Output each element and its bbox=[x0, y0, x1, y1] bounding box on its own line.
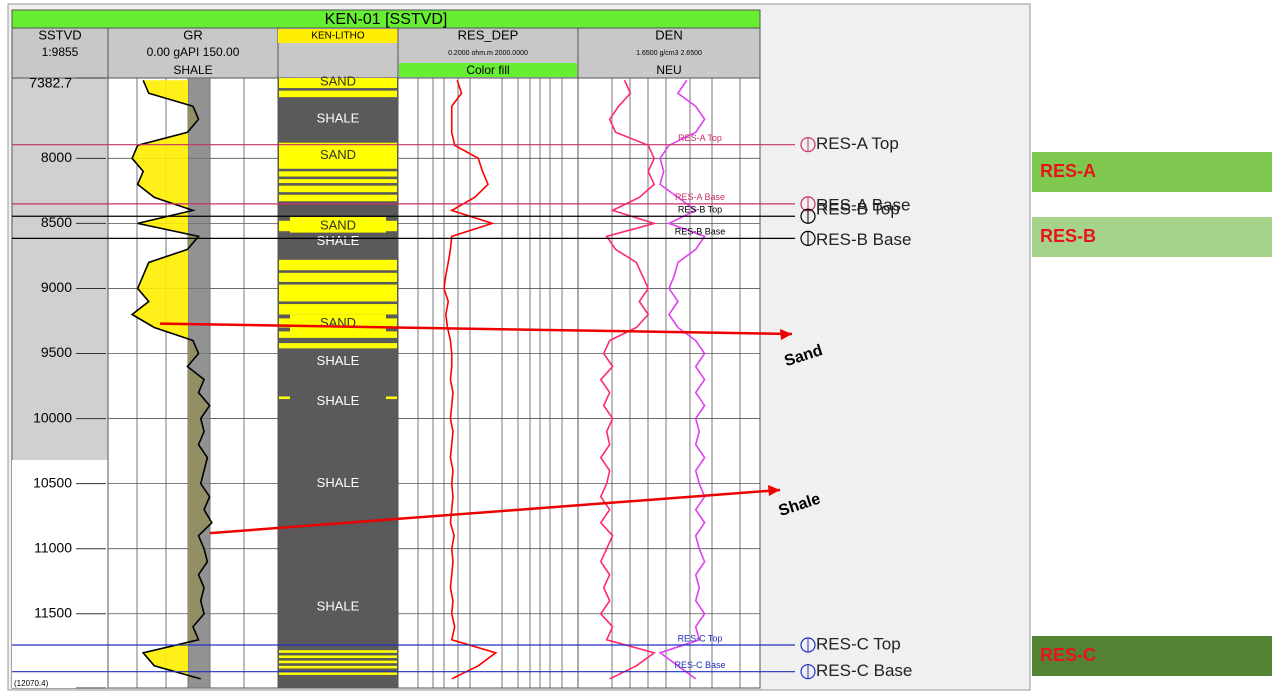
marker-label: RES-B Base bbox=[816, 230, 911, 249]
litho-label-bg bbox=[290, 78, 386, 88]
sand-interval bbox=[279, 650, 397, 653]
marker-label: RES-A Top bbox=[816, 134, 899, 153]
sand-interval bbox=[279, 284, 397, 302]
marker-track-label: RES-B Base bbox=[675, 227, 726, 237]
track-scale: 1:9855 bbox=[42, 45, 79, 59]
shale-band bbox=[188, 78, 210, 688]
zone-label: RES-C bbox=[1040, 645, 1096, 665]
sand-interval bbox=[279, 90, 397, 98]
header-cell bbox=[11, 27, 109, 79]
litho-label: SHALE bbox=[317, 599, 360, 614]
marker-track-label: RES-A Top bbox=[678, 133, 722, 143]
sand-interval bbox=[279, 655, 397, 659]
litho-label-bg bbox=[290, 352, 386, 371]
marker-track-label: RES-A Base bbox=[675, 192, 725, 202]
annotation-arrow bbox=[209, 488, 781, 535]
y-tick-label: 11000 bbox=[34, 539, 72, 555]
sand-interval bbox=[279, 185, 397, 193]
zone-box bbox=[1032, 217, 1272, 257]
litho-label: SHALE bbox=[317, 233, 360, 248]
sand-interval bbox=[279, 194, 397, 202]
marker-label: RES-B Top bbox=[816, 200, 900, 219]
zone-box bbox=[1032, 636, 1272, 676]
track-fill-label: SHALE bbox=[173, 63, 212, 77]
litho-label-bg bbox=[290, 146, 386, 165]
marker-track-label: RES-C Top bbox=[678, 633, 723, 643]
litho-label-bg bbox=[290, 216, 386, 235]
title: KEN-01 [SSTVD] bbox=[325, 11, 448, 28]
litho-label-bg bbox=[290, 598, 386, 617]
curve bbox=[130, 79, 213, 680]
sand-interval bbox=[279, 259, 397, 271]
header-name-bg bbox=[278, 29, 398, 43]
sand-interval bbox=[279, 660, 397, 664]
sand-interval bbox=[279, 179, 397, 184]
sand-interval bbox=[279, 272, 397, 282]
litho-label: SAND bbox=[320, 147, 356, 162]
track-fill-label: NEU bbox=[656, 63, 681, 77]
litho-label: SHALE bbox=[317, 111, 360, 126]
y-tick-label: 9500 bbox=[41, 344, 72, 360]
sand-interval bbox=[279, 672, 397, 675]
y-tick-label: 10000 bbox=[33, 409, 72, 425]
fill-bg bbox=[399, 63, 577, 77]
marker-label: RES-A Base bbox=[816, 195, 911, 214]
sand-interval bbox=[279, 171, 397, 177]
sand-interval bbox=[279, 665, 397, 669]
marker-track-label: RES-C Base bbox=[674, 660, 725, 670]
track-bg bbox=[577, 77, 761, 689]
y-tick-label: 7382.7 bbox=[29, 75, 72, 91]
y-tick-label: 10500 bbox=[33, 474, 72, 490]
litho-label: SAND bbox=[320, 217, 356, 232]
track-scale: 0.00 gAPI 150.00 bbox=[147, 45, 240, 59]
annotation-arrow bbox=[159, 322, 793, 336]
litho-label: SHALE bbox=[317, 353, 360, 368]
arrow-head bbox=[780, 329, 792, 340]
track-name: KEN-LITHO bbox=[311, 31, 365, 42]
track-name: SSTVD bbox=[38, 27, 81, 42]
track-fill-label: Color fill bbox=[466, 63, 509, 77]
y-tick-label: 11500 bbox=[34, 604, 72, 620]
litho-label-bg bbox=[290, 110, 386, 129]
sand-interval bbox=[279, 331, 397, 338]
zone-label: RES-A bbox=[1040, 161, 1096, 181]
header-cell bbox=[577, 27, 761, 79]
sand-interval bbox=[279, 343, 397, 349]
depth-track-lower bbox=[12, 460, 108, 688]
curve bbox=[599, 79, 658, 680]
litho-label: SHALE bbox=[317, 393, 360, 408]
y-tick-label: 8000 bbox=[41, 149, 72, 165]
header-cell bbox=[107, 27, 279, 79]
track-scale: 1.6500 g/cm3 2.6500 bbox=[636, 50, 702, 57]
marker-label: RES-C Base bbox=[816, 661, 912, 680]
track-bg bbox=[397, 77, 579, 689]
marker-label: RES-C Top bbox=[816, 634, 901, 653]
litho-label-bg bbox=[290, 474, 386, 493]
track-scale: 0.2000 ohm.m 2000.0000 bbox=[448, 50, 528, 57]
curve bbox=[658, 79, 706, 680]
track-name: DEN bbox=[655, 27, 682, 42]
litho-label: SHALE bbox=[317, 475, 360, 490]
litho-track bbox=[277, 77, 399, 689]
sand-interval bbox=[279, 304, 397, 315]
y-tick-label: (12070.4) bbox=[14, 679, 49, 688]
zone-box bbox=[1032, 152, 1272, 192]
y-tick-label: 8500 bbox=[41, 214, 72, 230]
arrow-head bbox=[768, 485, 780, 496]
zone-label: RES-B bbox=[1040, 226, 1096, 246]
track-name: GR bbox=[183, 27, 203, 42]
y-tick-label: 9000 bbox=[41, 279, 72, 295]
litho-label: SAND bbox=[320, 73, 356, 88]
track-name: RES_DEP bbox=[458, 27, 519, 42]
litho-label-bg bbox=[290, 392, 386, 411]
curve bbox=[443, 80, 498, 680]
marker-track-label: RES-B Top bbox=[678, 205, 722, 215]
litho-label-bg bbox=[290, 232, 386, 251]
